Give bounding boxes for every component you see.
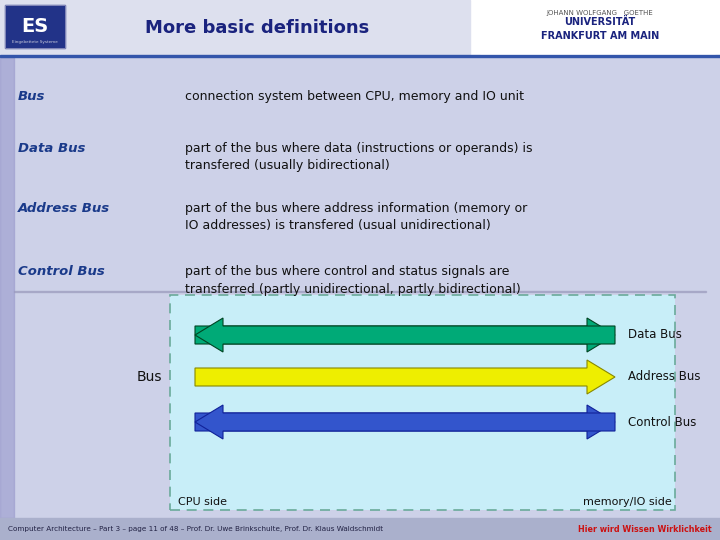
Text: part of the bus where address information (memory or
IO addresses) is transfered: part of the bus where address informatio…: [185, 202, 527, 233]
Text: Address Bus: Address Bus: [628, 370, 701, 383]
Text: Eingebettete Systeme: Eingebettete Systeme: [12, 40, 58, 44]
Text: part of the bus where control and status signals are
transferred (partly unidire: part of the bus where control and status…: [185, 265, 521, 295]
Bar: [470, 0, 720, 55]
Text: connection system between CPU, memory and IO unit: connection system between CPU, memory an…: [185, 90, 524, 103]
FancyArrow shape: [195, 318, 615, 352]
Text: Bus: Bus: [137, 370, 162, 384]
Bar: [5, 5, 65, 48]
Text: More basic definitions: More basic definitions: [145, 19, 369, 37]
Text: ES: ES: [22, 17, 49, 37]
FancyArrow shape: [195, 318, 615, 352]
Text: Control Bus: Control Bus: [628, 415, 696, 429]
Text: JOHANN WOLFGANG   GOETHE: JOHANN WOLFGANG GOETHE: [546, 10, 653, 16]
Bar: [0, 57, 14, 518]
Bar: [0, 0, 470, 55]
Text: Data Bus: Data Bus: [628, 328, 682, 341]
Bar: [5, 5, 65, 48]
Text: Address Bus: Address Bus: [18, 202, 110, 215]
FancyArrow shape: [195, 405, 615, 439]
Text: CPU side: CPU side: [178, 497, 227, 507]
Bar: [170, 295, 675, 510]
Text: Data Bus: Data Bus: [18, 142, 86, 155]
Bar: [480, 5, 715, 53]
FancyArrow shape: [195, 360, 615, 394]
FancyArrow shape: [195, 405, 615, 439]
Text: UNIVERSITÄT
FRANKFURT AM MAIN: UNIVERSITÄT FRANKFURT AM MAIN: [541, 17, 659, 40]
Text: part of the bus where data (instructions or operands) is
transfered (usually bid: part of the bus where data (instructions…: [185, 142, 533, 172]
Text: Control Bus: Control Bus: [18, 265, 104, 278]
Text: Bus: Bus: [18, 90, 45, 103]
Text: Computer Architecture – Part 3 – page 11 of 48 – Prof. Dr. Uwe Brinkschulte, Pro: Computer Architecture – Part 3 – page 11…: [8, 526, 383, 532]
Bar: [0, 518, 720, 540]
Bar: [14, 291, 706, 292]
Text: Hier wird Wissen Wirklichkeit: Hier wird Wissen Wirklichkeit: [578, 524, 712, 534]
Bar: [0, 55, 720, 57]
Text: memory/IO side: memory/IO side: [583, 497, 672, 507]
